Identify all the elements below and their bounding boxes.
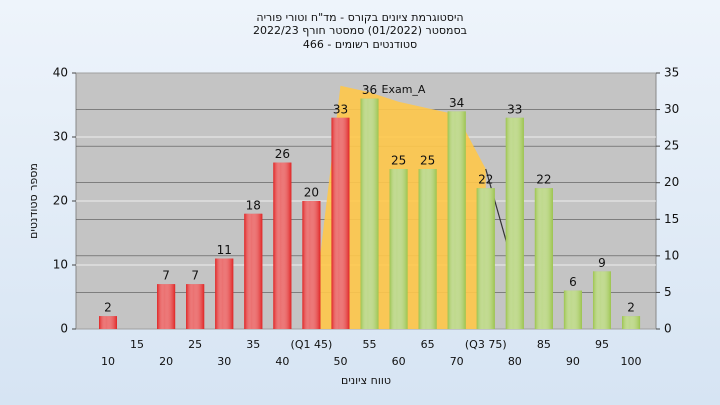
- y2-tick-label: 10: [664, 248, 679, 262]
- y2-tick-label: 15: [664, 212, 679, 226]
- y-tick-label: 40: [53, 66, 68, 80]
- x-tick-label: 50: [333, 355, 347, 368]
- bar-shine: [418, 169, 437, 329]
- bar-shine: [447, 111, 466, 330]
- bar-shine: [534, 188, 553, 329]
- value-label: 25: [391, 154, 406, 168]
- x-tick-label: 30: [217, 355, 231, 368]
- area-name: Exam_A: [382, 83, 426, 96]
- bar-shine: [157, 284, 176, 329]
- y-axis-label: מספר סטודנטים: [27, 163, 40, 239]
- value-label: 7: [162, 269, 170, 283]
- y-tick-label: 0: [60, 322, 68, 336]
- value-label: 2: [104, 301, 112, 315]
- x-tick-label: 90: [566, 355, 580, 368]
- title-line: היסטוגרמת ציונים בקורס - מד"ח וטורי פורי…: [256, 11, 463, 24]
- bar-shine: [244, 213, 263, 329]
- value-label: 22: [478, 173, 493, 187]
- value-label: 33: [333, 102, 348, 116]
- x-tick-label: 70: [450, 355, 464, 368]
- x-tick-label: (Q1 45): [291, 338, 333, 351]
- y-tick-label: 20: [53, 194, 68, 208]
- bar-shine: [563, 290, 582, 329]
- x-tick-label: 95: [595, 338, 609, 351]
- x-tick-label: 85: [537, 338, 551, 351]
- value-label: 7: [191, 269, 199, 283]
- y-tick-label: 30: [53, 130, 68, 144]
- bar-shine: [331, 117, 350, 329]
- x-tick-label: 55: [363, 338, 377, 351]
- y2-tick-label: 25: [664, 139, 679, 153]
- bar-shine: [622, 316, 641, 329]
- y2-tick-label: 0: [664, 322, 672, 336]
- bar-shine: [302, 201, 321, 329]
- title-line: סטודנטים רשומים - 466: [303, 38, 417, 51]
- bar-shine: [215, 258, 234, 329]
- value-label: 9: [598, 256, 606, 270]
- value-label: 2: [627, 301, 635, 315]
- y2-tick-label: 20: [664, 175, 679, 189]
- value-label: 33: [507, 102, 522, 116]
- y-tick-label: 10: [53, 258, 68, 272]
- x-tick-label: 20: [159, 355, 173, 368]
- bar-shine: [505, 117, 524, 329]
- title-line: בסמסטר (01/2022) סמסטר חורף 2022/23: [253, 24, 467, 37]
- bar-shine: [476, 188, 495, 329]
- bar-shine: [592, 271, 611, 329]
- bar-shine: [273, 162, 292, 329]
- value-label: 34: [449, 96, 464, 110]
- bar-shine: [186, 284, 205, 329]
- bar-shine: [389, 169, 408, 329]
- x-tick-label: 60: [392, 355, 406, 368]
- x-tick-label: 10: [101, 355, 115, 368]
- value-label: 36: [362, 83, 377, 97]
- x-tick-label: 35: [246, 338, 260, 351]
- value-label: 6: [569, 275, 577, 289]
- value-label: 22: [536, 173, 551, 187]
- value-label: 18: [246, 198, 261, 212]
- bar-shine: [360, 98, 379, 329]
- x-tick-label: 100: [621, 355, 642, 368]
- value-label: 11: [217, 243, 232, 257]
- y2-tick-label: 5: [664, 285, 672, 299]
- x-tick-label: 15: [130, 338, 144, 351]
- x-tick-label: 80: [508, 355, 522, 368]
- x-tick-label: (Q3 75): [465, 338, 507, 351]
- value-label: 25: [420, 154, 435, 168]
- x-tick-label: 40: [275, 355, 289, 368]
- x-tick-label: 65: [421, 338, 435, 351]
- y2-tick-label: 35: [664, 66, 679, 80]
- x-tick-label: 25: [188, 338, 202, 351]
- value-label: 26: [275, 147, 290, 161]
- bar-shine: [99, 316, 117, 329]
- y2-tick-label: 30: [664, 102, 679, 116]
- x-axis-label: טווח ציונים: [341, 374, 391, 387]
- value-label: 20: [304, 186, 319, 200]
